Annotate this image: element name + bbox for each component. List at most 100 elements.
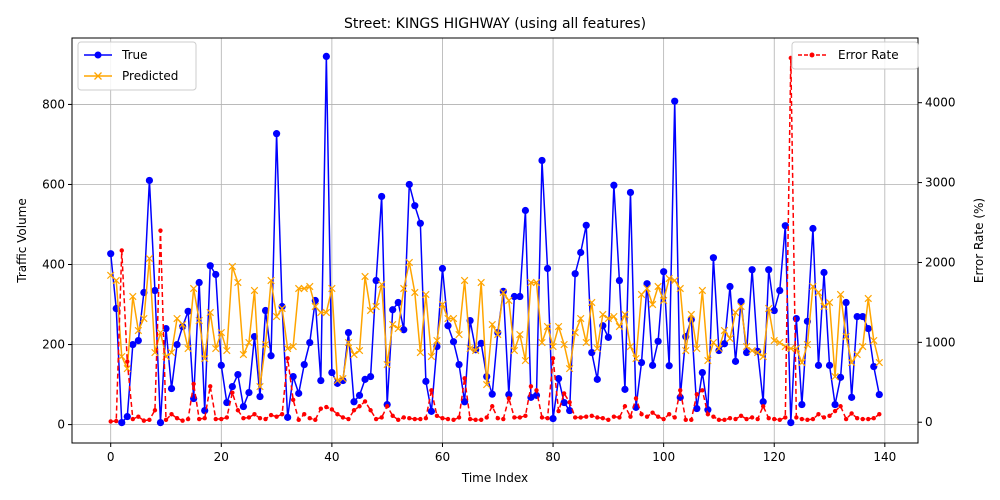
data-point-predicted — [306, 282, 314, 291]
data-point-error-rate — [572, 415, 578, 420]
data-point-error-rate — [208, 384, 213, 389]
data-point-true — [853, 312, 861, 321]
legend-right: Error Rate — [791, 41, 919, 70]
data-point-true — [870, 362, 878, 371]
data-point-predicted — [112, 276, 120, 285]
data-point-predicted — [350, 350, 358, 359]
data-point-error-rate — [346, 416, 351, 422]
data-point-true — [317, 376, 325, 385]
data-point-true — [715, 346, 723, 355]
data-point-true — [848, 393, 856, 401]
data-point-error-rate — [362, 399, 368, 404]
data-point-true — [372, 276, 380, 285]
data-point-predicted — [803, 340, 812, 349]
data-point-error-rate — [611, 414, 617, 419]
data-point-true — [787, 418, 795, 427]
data-point-predicted — [604, 314, 613, 323]
data-point-error-rate — [843, 416, 849, 422]
data-point-error-rate — [340, 415, 346, 420]
data-point-predicted — [118, 352, 126, 361]
data-point-predicted — [676, 284, 684, 293]
data-point-predicted — [494, 330, 502, 339]
data-point-error-rate — [180, 418, 185, 423]
data-point-error-rate — [324, 404, 329, 410]
data-point-error-rate — [860, 416, 865, 422]
data-point-error-rate — [595, 415, 600, 420]
data-point-predicted — [167, 348, 176, 357]
data-point-true — [278, 302, 286, 311]
data-point-true — [637, 358, 646, 367]
data-point-true — [289, 372, 297, 381]
data-point-error-rate — [108, 419, 113, 424]
data-point-predicted — [781, 342, 790, 351]
data-point-true — [836, 373, 845, 381]
y-right-tick-label: 0 — [925, 415, 933, 429]
data-point-error-rate — [711, 414, 716, 419]
data-point-predicted — [400, 284, 408, 293]
data-point-error-rate — [257, 416, 263, 421]
data-point-true — [416, 219, 424, 227]
data-point-predicted — [178, 320, 187, 329]
data-point-predicted — [720, 326, 729, 335]
data-point-true — [505, 390, 513, 399]
data-point-predicted — [682, 346, 690, 355]
data-point-predicted — [560, 340, 568, 349]
data-point-true — [261, 306, 270, 315]
data-point-predicted — [212, 344, 220, 353]
data-point-error-rate — [279, 412, 285, 417]
data-point-error-rate — [617, 415, 622, 420]
data-point-predicted — [626, 342, 635, 351]
data-point-true — [350, 398, 358, 406]
data-point-true — [355, 391, 364, 399]
data-point-predicted — [505, 296, 513, 305]
series-error-rate-markers — [108, 55, 882, 424]
data-point-error-rate — [384, 404, 390, 409]
data-point-true — [859, 312, 867, 321]
data-point-error-rate — [628, 414, 633, 419]
x-tick-label: 140 — [873, 450, 896, 464]
data-point-predicted — [814, 288, 823, 297]
data-point-true — [212, 270, 220, 279]
data-point-error-rate — [268, 412, 274, 418]
data-point-true — [217, 361, 225, 369]
data-point-true — [693, 404, 701, 413]
data-point-true — [665, 362, 673, 370]
plot-frame — [71, 37, 919, 444]
data-point-error-rate — [191, 381, 196, 387]
data-point-predicted — [200, 354, 209, 363]
data-point-error-rate — [434, 413, 440, 419]
data-point-true — [378, 192, 386, 201]
data-point-predicted — [593, 344, 602, 353]
data-point-true — [731, 357, 740, 365]
y-right-tick-label: 3000 — [925, 176, 956, 190]
data-point-error-rate — [550, 356, 556, 361]
data-point-predicted — [510, 346, 519, 355]
data-point-true — [156, 418, 165, 427]
data-point-error-rate — [877, 412, 882, 417]
data-point-predicted — [228, 262, 237, 271]
data-point-predicted — [156, 328, 165, 337]
data-point-error-rate — [567, 400, 572, 405]
data-point-true — [510, 292, 518, 301]
data-point-true — [449, 338, 458, 346]
data-point-error-rate — [871, 416, 876, 421]
data-point-predicted — [825, 298, 834, 307]
data-point-true — [123, 412, 131, 421]
data-point-error-rate — [633, 396, 639, 401]
legend-left: True Predicted — [77, 41, 197, 91]
data-point-predicted — [759, 352, 767, 361]
data-point-predicted — [455, 330, 463, 339]
data-point-true — [394, 298, 402, 307]
data-point-true — [206, 262, 214, 270]
data-point-predicted — [344, 338, 353, 347]
data-point-predicted — [283, 344, 292, 353]
data-point-predicted — [659, 296, 668, 305]
data-point-error-rate — [589, 413, 594, 419]
data-point-predicted — [488, 320, 496, 329]
data-point-true — [709, 254, 718, 262]
data-point-true — [477, 339, 485, 347]
data-point-error-rate — [749, 415, 755, 420]
data-point-true — [267, 352, 275, 360]
data-point-true — [162, 324, 170, 333]
